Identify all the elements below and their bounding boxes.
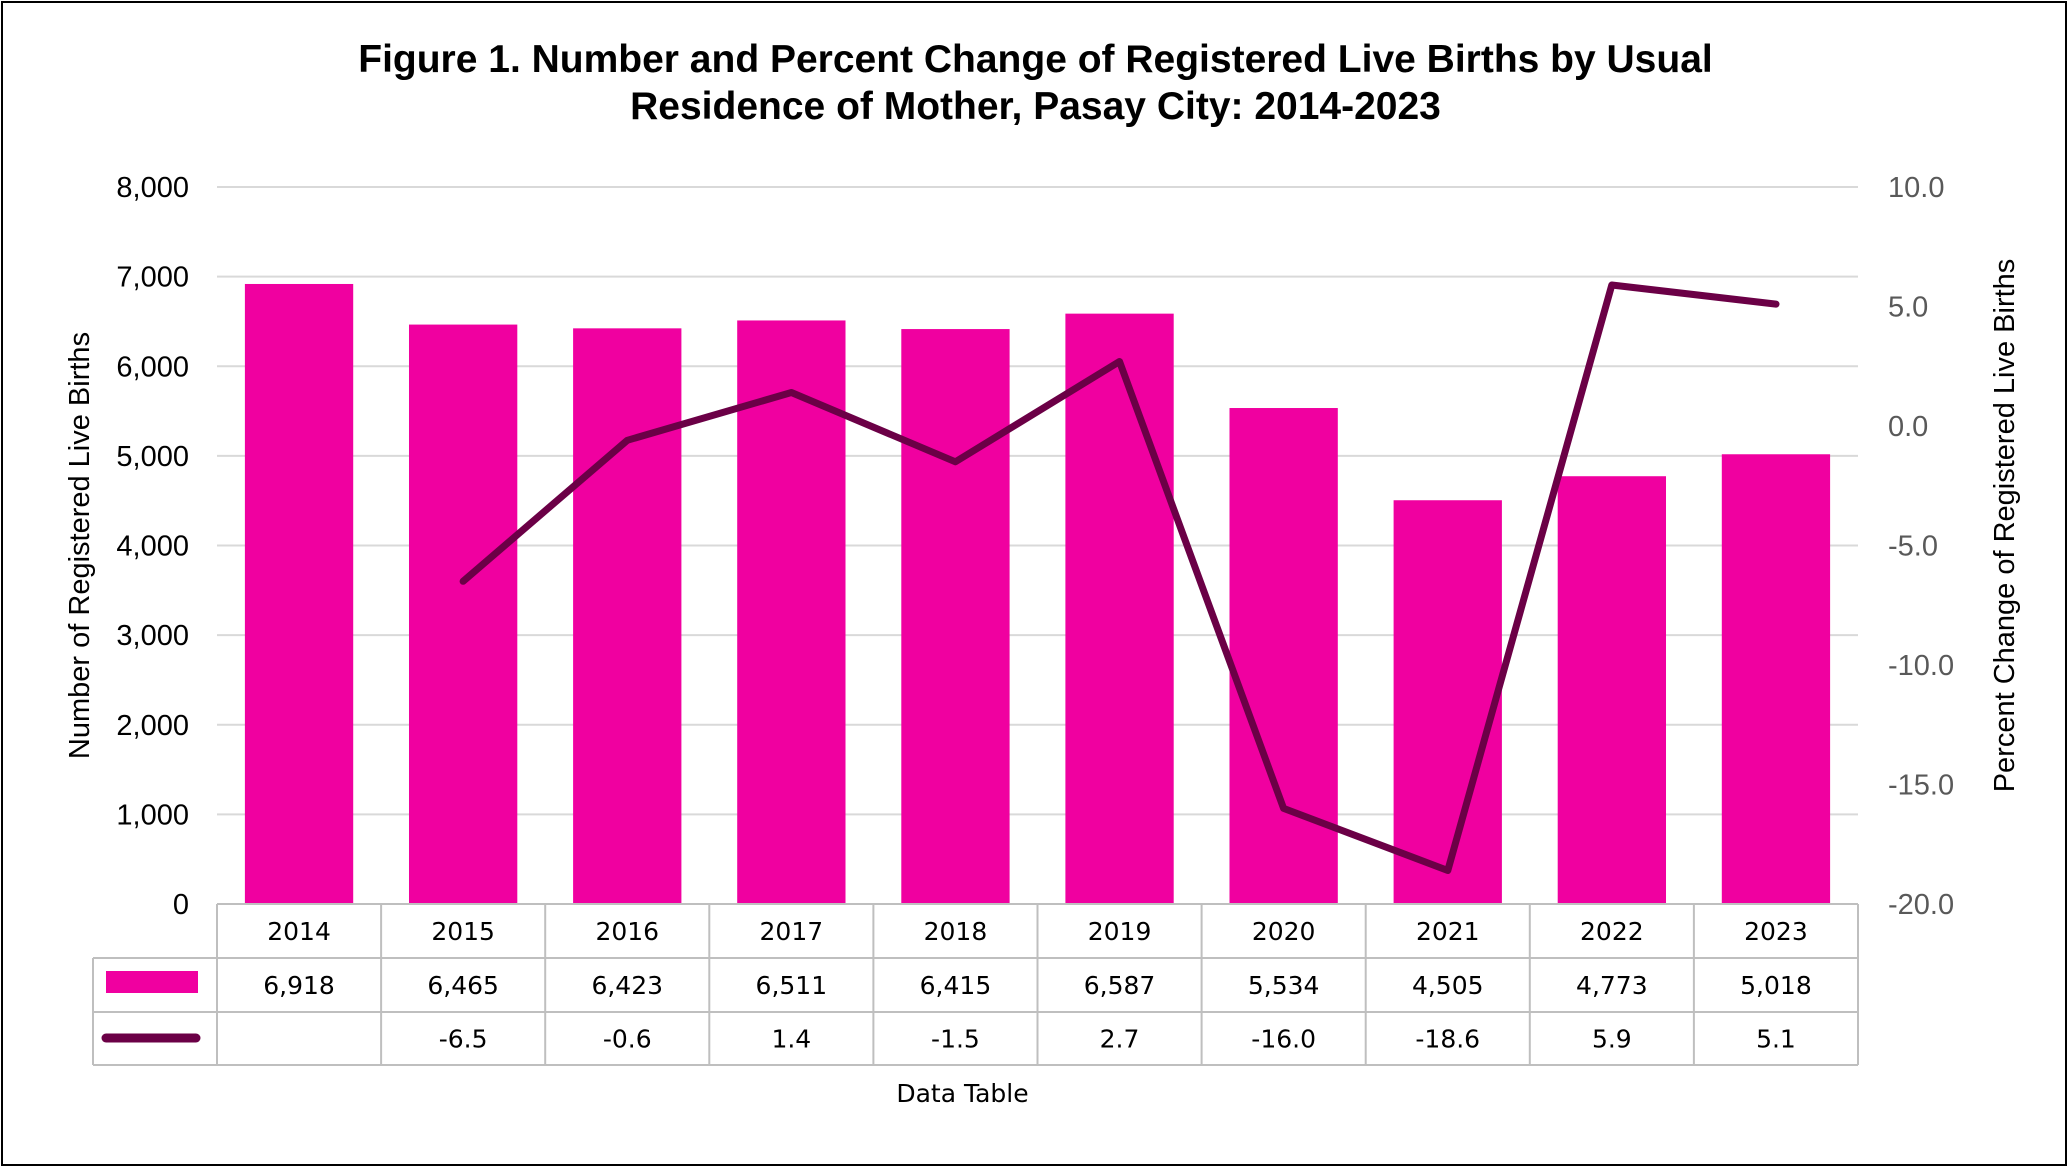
table-header-2020: 2020	[1252, 917, 1316, 946]
right-tick-label: -15.0	[1888, 770, 1954, 802]
left-axis-ticks: 0 1,000 2,000 3,000 4,000 5,000 6,000 7,000 8,00…	[116, 172, 189, 921]
table-header-2023: 2023	[1744, 917, 1808, 946]
bar-2023	[1721, 454, 1831, 904]
table-count-2017: 6,511	[756, 971, 828, 1000]
right-tick-label: -20.0	[1888, 889, 1954, 921]
bar-2019	[1065, 313, 1174, 904]
left-axis-title: Number of Registered Live Births	[64, 332, 96, 759]
left-tick-label: 2,000	[116, 710, 189, 742]
table-count-2014: 6,918	[263, 971, 335, 1000]
left-tick-label: 7,000	[116, 262, 189, 294]
bar-2018	[901, 329, 1010, 904]
data-table: 2014 2015 2016 2017 2018 2019 2020 2021 2022 2023…	[92, 903, 1859, 1066]
table-count-2019: 6,587	[1084, 971, 1156, 1000]
bar-2014	[244, 283, 354, 904]
left-tick-label: 6,000	[116, 351, 189, 383]
left-tick-label: 1,000	[116, 799, 189, 831]
table-pct-2015: -6.5	[439, 1025, 488, 1054]
table-count-2015: 6,465	[427, 971, 499, 1000]
bar-2015	[408, 324, 518, 905]
chart-title-line-1: Figure 1. Number and Percent Change of R…	[358, 38, 1713, 81]
chart-title-line-2: Residence of Mother, Pasay City: 2014-20…	[630, 85, 1441, 128]
table-count-2016: 6,423	[591, 971, 663, 1000]
left-tick-label: 0	[173, 889, 189, 921]
left-tick-label: 5,000	[116, 441, 189, 473]
table-pct-2019: 2.7	[1100, 1025, 1140, 1054]
table-pct-2022: 5.9	[1592, 1025, 1632, 1054]
right-axis-ticks: -20.0 -15.0 -10.0 -5.0 0.0 5.0 10.0	[1888, 172, 1954, 921]
table-pct-2018: -1.5	[931, 1025, 980, 1054]
bar-2017	[737, 320, 846, 904]
table-count-2021: 4,505	[1412, 971, 1484, 1000]
table-pct-2017: 1.4	[771, 1025, 811, 1054]
left-tick-label: 3,000	[116, 620, 189, 652]
legend-key-bar	[106, 971, 198, 993]
line-series	[459, 281, 1780, 874]
bar-2022	[1557, 476, 1667, 904]
right-axis-title: Percent Change of Registered Live Births	[1989, 259, 2021, 793]
table-header-2014: 2014	[267, 917, 331, 946]
table-header-2019: 2019	[1088, 917, 1152, 946]
right-tick-label: 10.0	[1888, 172, 1944, 204]
data-table-title: Data Table	[896, 1079, 1028, 1108]
left-tick-label: 4,000	[116, 531, 189, 563]
table-pct-2023: 5.1	[1756, 1025, 1796, 1054]
table-pct-2016: -0.6	[603, 1025, 652, 1054]
bar-2021	[1393, 500, 1502, 904]
table-count-2020: 5,534	[1248, 971, 1320, 1000]
table-header-2017: 2017	[760, 917, 824, 946]
table-pct-2020: -16.0	[1251, 1025, 1316, 1054]
right-tick-label: -10.0	[1888, 650, 1954, 682]
table-header-2021: 2021	[1416, 917, 1480, 946]
right-tick-label: -5.0	[1888, 531, 1938, 563]
table-count-2023: 5,018	[1740, 971, 1812, 1000]
left-tick-label: 8,000	[116, 172, 189, 204]
bar-2020	[1229, 408, 1338, 904]
table-header-2016: 2016	[595, 917, 659, 946]
table-header-2018: 2018	[924, 917, 988, 946]
table-count-2022: 4,773	[1576, 971, 1648, 1000]
table-header-2015: 2015	[431, 917, 495, 946]
right-tick-label: 5.0	[1888, 292, 1928, 324]
table-header-2022: 2022	[1580, 917, 1644, 946]
right-tick-label: 0.0	[1888, 411, 1928, 443]
table-pct-2021: -18.6	[1415, 1025, 1480, 1054]
bar-series	[244, 283, 1831, 905]
chart-title: Figure 1. Number and Percent Change of R…	[0, 36, 2071, 130]
table-count-2018: 6,415	[920, 971, 992, 1000]
bar-2016	[573, 328, 682, 904]
